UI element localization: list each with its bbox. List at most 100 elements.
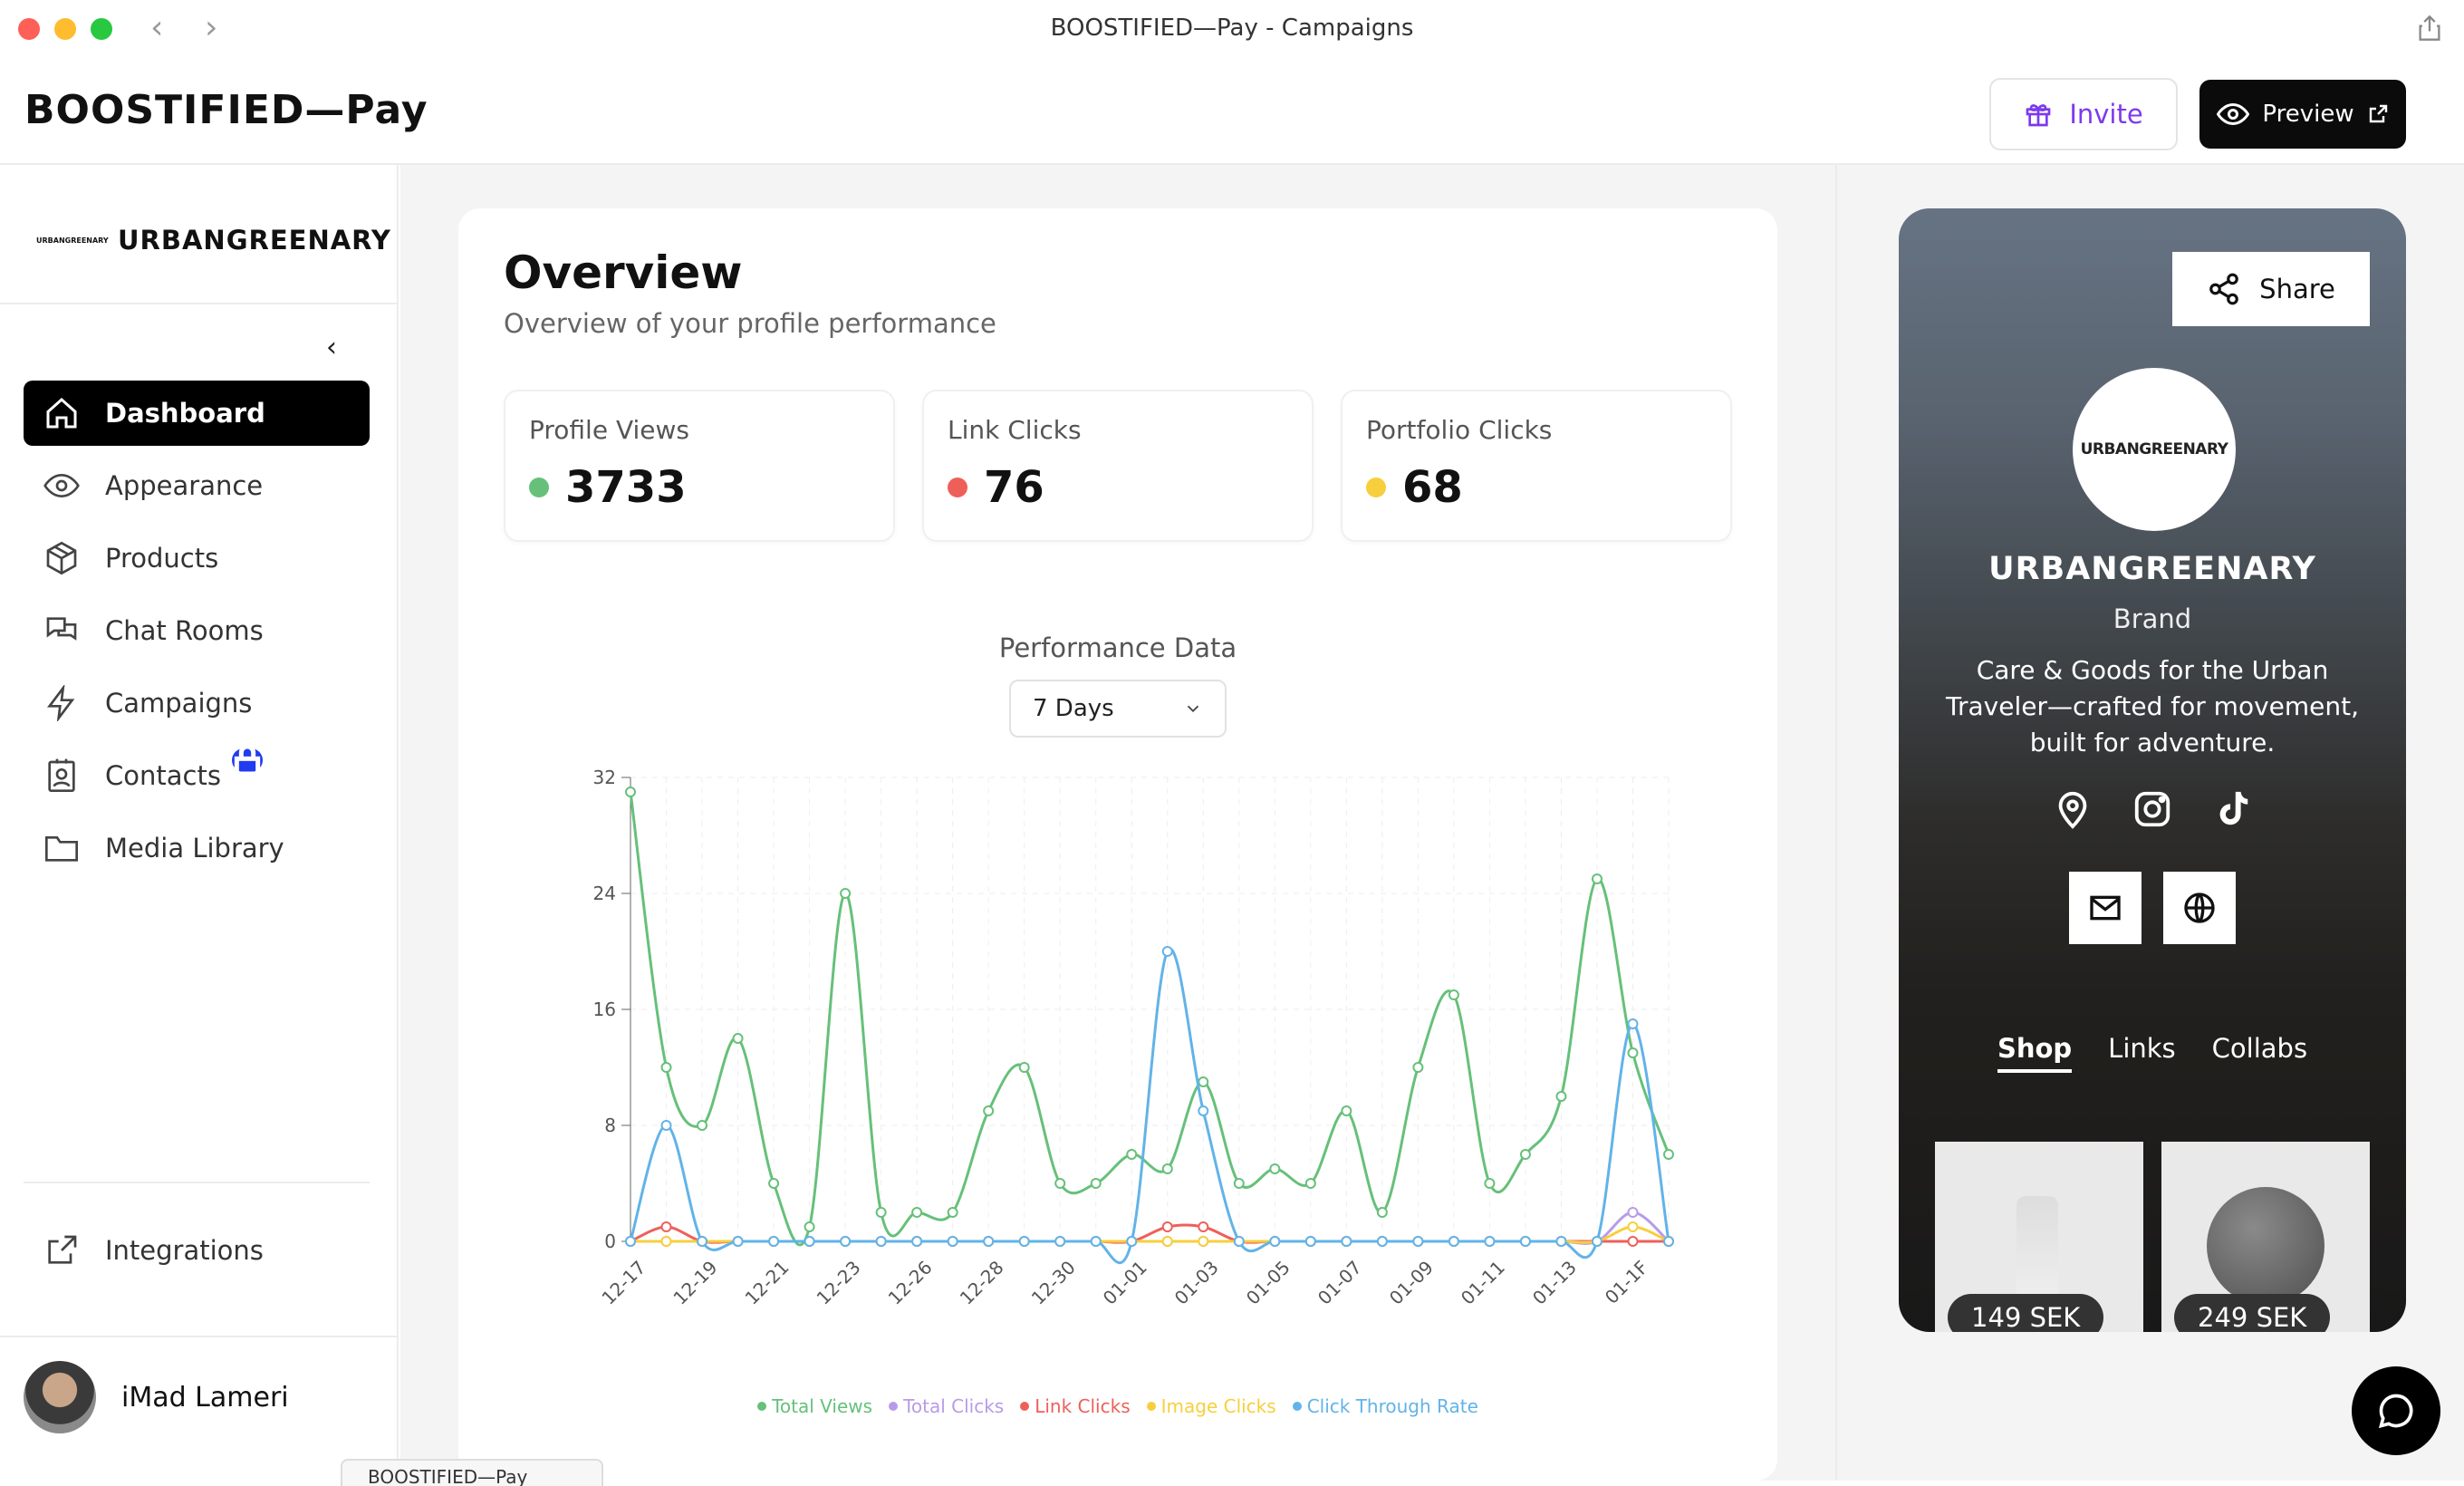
minimize-window-button[interactable] xyxy=(54,18,76,40)
sidebar-item-chat-rooms[interactable]: Chat Rooms xyxy=(24,598,370,663)
website-button[interactable] xyxy=(2163,872,2236,944)
share-button[interactable]: Share xyxy=(2172,252,2370,326)
legend-item[interactable]: Total Clicks xyxy=(889,1395,1004,1417)
stat-card-profile-views: Profile Views 3733 xyxy=(504,390,895,542)
data-point-total-views xyxy=(1448,989,1459,1000)
invite-label: Invite xyxy=(2069,99,2143,130)
profile-tabs: Shop Links Collabs xyxy=(1899,1033,2406,1073)
x-tick-label: 01-01 xyxy=(1099,1257,1151,1309)
tab-collabs[interactable]: Collabs xyxy=(2211,1033,2308,1064)
divider xyxy=(0,303,399,304)
share-icon xyxy=(2209,273,2238,305)
x-tick-label: 12-19 xyxy=(669,1257,721,1309)
org-switcher[interactable]: URBANGREENARY URBANGREENARY xyxy=(36,225,391,256)
divider xyxy=(24,1182,370,1183)
performance-chart: 0 8 16 24 32 12-17 12-19 12-21 12-23 12-26 12-28 12… xyxy=(593,767,1674,1309)
data-point-click-through-rate xyxy=(911,1236,923,1247)
data-point-click-through-rate xyxy=(1233,1236,1245,1247)
bolt-icon xyxy=(47,685,75,721)
zoom-window-button[interactable] xyxy=(91,18,112,40)
stat-label: Link Clicks xyxy=(948,415,1082,445)
x-tick-label: 01-05 xyxy=(1242,1257,1295,1309)
preview-button[interactable]: Preview xyxy=(2199,80,2406,149)
data-point-total-views xyxy=(804,1221,815,1232)
x-tick-label: 01-1F xyxy=(1601,1257,1652,1308)
forward-arrow-icon[interactable]: › xyxy=(205,9,218,46)
product-image xyxy=(2207,1187,2324,1305)
sidebar-nav: Dashboard Appearance Products Chat Rooms… xyxy=(24,381,370,888)
legend-item[interactable]: Link Clicks xyxy=(1020,1395,1131,1417)
data-point-total-views xyxy=(768,1178,780,1189)
performance-title: Performance Data xyxy=(998,632,1237,663)
chevron-down-icon xyxy=(1187,705,1199,713)
chat-support-button[interactable] xyxy=(2352,1366,2440,1455)
back-arrow-icon[interactable]: ‹ xyxy=(150,9,164,46)
range-select[interactable]: 7 Days xyxy=(1009,680,1227,738)
sidebar-item-products[interactable]: Products xyxy=(24,526,370,591)
mail-icon xyxy=(2090,895,2121,921)
tiktok-icon[interactable] xyxy=(2211,788,2253,830)
social-icons xyxy=(1899,788,2406,830)
data-point-total-views xyxy=(1484,1178,1496,1189)
data-point-total-views xyxy=(1627,1047,1639,1058)
data-point-click-through-rate xyxy=(875,1236,887,1247)
x-tick-label: 12-26 xyxy=(884,1257,937,1309)
data-point-total-views xyxy=(983,1105,995,1116)
close-window-button[interactable] xyxy=(18,18,40,40)
location-pin-icon[interactable] xyxy=(2052,788,2093,830)
sidebar-item-dashboard[interactable]: Dashboard xyxy=(24,381,370,446)
y-tick-label: 0 xyxy=(604,1230,616,1252)
sidebar-item-appearance[interactable]: Appearance xyxy=(24,453,370,518)
email-button[interactable] xyxy=(2069,872,2142,944)
bottom-tab[interactable]: BOOSTIFIED—Pay xyxy=(341,1459,603,1486)
stat-value: 76 xyxy=(984,462,1044,513)
avatar xyxy=(24,1361,96,1433)
sidebar-item-label: Dashboard xyxy=(105,398,265,429)
legend-item[interactable]: Click Through Rate xyxy=(1292,1395,1478,1417)
instagram-icon[interactable] xyxy=(2132,788,2173,830)
data-point-total-views xyxy=(660,1062,672,1073)
data-point-click-through-rate xyxy=(660,1120,672,1131)
x-tick-label: 01-03 xyxy=(1170,1257,1223,1309)
legend-label: Image Clicks xyxy=(1160,1395,1276,1417)
external-link-icon xyxy=(2369,104,2387,123)
x-tick-label: 12-30 xyxy=(1027,1257,1080,1309)
data-point-click-through-rate xyxy=(1627,1018,1639,1029)
divider xyxy=(0,1336,399,1337)
data-point-total-views xyxy=(1412,1062,1424,1073)
tab-links[interactable]: Links xyxy=(2108,1033,2176,1064)
data-point-click-through-rate xyxy=(983,1236,995,1247)
sidebar-item-integrations[interactable]: Integrations xyxy=(24,1218,370,1283)
sidebar-item-campaigns[interactable]: Campaigns xyxy=(24,671,370,736)
share-window-icon[interactable] xyxy=(2417,14,2442,42)
gift-icon xyxy=(2026,104,2051,127)
product-price: 149 SEK xyxy=(1948,1294,2104,1332)
data-point-total-views xyxy=(1376,1207,1388,1218)
integrations-section: Integrations xyxy=(24,1218,370,1290)
data-point-click-through-rate xyxy=(804,1236,815,1247)
product-card[interactable]: 149 SEK xyxy=(1935,1142,2143,1332)
legend-item[interactable]: Total Views xyxy=(757,1395,872,1417)
invite-button[interactable]: Invite xyxy=(1989,78,2178,150)
data-point-total-views xyxy=(1090,1178,1102,1189)
data-point-click-through-rate xyxy=(768,1236,780,1247)
data-point-link-clicks xyxy=(1627,1236,1639,1247)
data-point-click-through-rate xyxy=(1591,1236,1603,1247)
tab-shop[interactable]: Shop xyxy=(1997,1033,2073,1073)
preview-label: Preview xyxy=(2262,101,2354,128)
sidebar-item-label: Media Library xyxy=(105,833,284,864)
sidebar-item-media-library[interactable]: Media Library xyxy=(24,815,370,881)
data-point-click-through-rate xyxy=(1484,1236,1496,1247)
collapse-sidebar-icon[interactable]: ‹ xyxy=(326,332,337,363)
sidebar-item-contacts[interactable]: Contacts xyxy=(24,743,370,808)
legend-item[interactable]: Image Clicks xyxy=(1146,1395,1276,1417)
user-profile[interactable]: iMad Lameri xyxy=(24,1361,289,1433)
product-card[interactable]: 249 SEK xyxy=(2161,1142,2370,1332)
x-tick-label: 12-21 xyxy=(741,1257,794,1309)
legend-swatch xyxy=(757,1402,767,1411)
legend-swatch xyxy=(1292,1402,1302,1411)
data-point-click-through-rate xyxy=(1376,1236,1388,1247)
data-point-total-views xyxy=(1126,1149,1138,1160)
data-point-total-views xyxy=(1341,1105,1352,1116)
status-dot xyxy=(1366,478,1386,497)
